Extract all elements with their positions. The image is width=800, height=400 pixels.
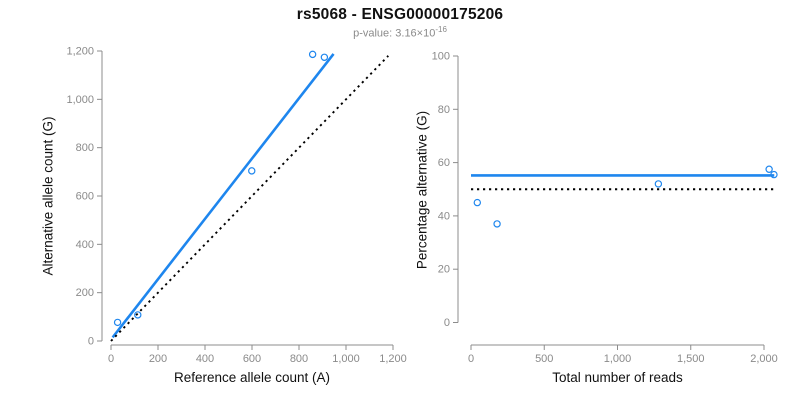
data-point bbox=[113, 318, 122, 327]
y-tick-label: 1,000 bbox=[66, 94, 94, 106]
x-tick-label: 800 bbox=[290, 353, 308, 365]
regression-line bbox=[111, 53, 335, 339]
data-point bbox=[473, 198, 481, 207]
y-tick-label: 0 bbox=[444, 317, 450, 329]
x-tick-label: 1,200 bbox=[379, 353, 407, 365]
p-value-text: p-value: 3.16×10 bbox=[353, 27, 436, 40]
x-tick-label: 500 bbox=[535, 353, 553, 365]
x-tick-label: 1,000 bbox=[604, 353, 632, 365]
data-point bbox=[765, 165, 773, 173]
data-point bbox=[248, 167, 256, 175]
y-tick-label: 0 bbox=[88, 336, 94, 348]
x-tick-label: 2,000 bbox=[750, 353, 778, 365]
left-y-axis-title: Alternative allele count (G) bbox=[40, 116, 56, 276]
right-y-axis-title: Percentage alternative (G) bbox=[414, 110, 430, 270]
data-point bbox=[770, 170, 778, 179]
y-tick-label: 800 bbox=[76, 142, 94, 154]
data-point bbox=[320, 53, 329, 61]
y-tick-label: 80 bbox=[438, 104, 450, 116]
x-tick-label: 0 bbox=[468, 353, 474, 365]
y-tick-label: 60 bbox=[438, 157, 450, 169]
figure-subtitle: p-value: 3.16×10-16 bbox=[0, 25, 800, 40]
data-point bbox=[134, 311, 142, 319]
y-tick-label: 400 bbox=[76, 239, 94, 251]
x-tick-label: 1,500 bbox=[677, 353, 705, 365]
y-tick-label: 20 bbox=[438, 264, 450, 276]
right-x-axis-title: Total number of reads bbox=[552, 370, 683, 385]
data-point bbox=[654, 180, 663, 188]
y-tick-label: 1,200 bbox=[66, 46, 94, 58]
figure-title: rs5068 - ENSG00000175206 bbox=[296, 6, 504, 23]
y-tick-label: 40 bbox=[438, 210, 450, 222]
y-tick-label: 600 bbox=[76, 191, 94, 203]
y-tick-label: 100 bbox=[432, 51, 450, 63]
data-point bbox=[493, 220, 501, 228]
x-tick-label: 200 bbox=[149, 353, 167, 365]
y-tick-label: 200 bbox=[76, 287, 94, 299]
x-tick-label: 600 bbox=[243, 353, 261, 365]
left-x-axis-title: Reference allele count (A) bbox=[173, 370, 331, 385]
identity-line bbox=[110, 55, 389, 342]
data-point bbox=[308, 50, 317, 59]
allele-count-scatter: 0 200 400 600 800 1,000 1,200 0 200 400 600 800 1,00… bbox=[66, 46, 406, 366]
x-tick-label: 0 bbox=[108, 353, 114, 365]
p-value-exponent: -16 bbox=[435, 25, 447, 34]
percentage-vs-reads-scatter: 0 20 40 60 80 100 0 500 1,000 1,500 2,000 bbox=[432, 51, 778, 366]
x-tick-label: 1,000 bbox=[332, 353, 360, 365]
x-tick-label: 400 bbox=[196, 353, 214, 365]
